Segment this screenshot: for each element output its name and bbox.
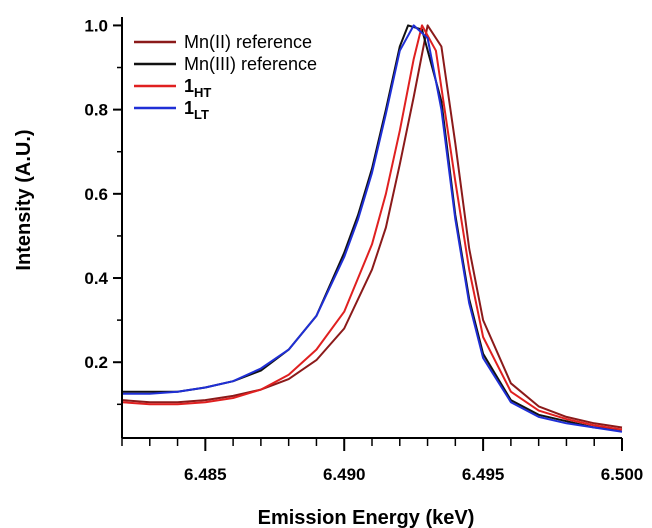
y-tick-label: 0.6 [84, 185, 108, 204]
x-tick-label: 6.490 [323, 465, 366, 484]
plot-area [121, 24, 623, 433]
x-tick-label: 6.495 [462, 465, 505, 484]
series-line-0 [121, 24, 623, 429]
legend-label-0: Mn(II) reference [184, 32, 312, 52]
axes: 0.2 0.4 0.6 0.8 1.0 6.485 6.490 6.495 6.500 [84, 16, 643, 484]
x-tick-label: 6.485 [184, 465, 227, 484]
legend-label-1: Mn(III) reference [184, 54, 317, 74]
series-line-2 [121, 24, 623, 431]
legend-label-2: 1HT [184, 76, 211, 100]
y-tick-label: 1.0 [84, 16, 108, 35]
y-axis-title: Intensity (A.U.) [13, 129, 35, 270]
legend-label-3: 1LT [184, 98, 209, 122]
x-tick-label: 6.500 [601, 465, 644, 484]
y-tick-label: 0.8 [84, 101, 108, 120]
y-tick-label: 0.4 [84, 269, 108, 288]
x-axis-title: Emission Energy (keV) [258, 507, 475, 528]
y-tick-label: 0.2 [84, 353, 108, 372]
series-line-3 [122, 24, 623, 433]
